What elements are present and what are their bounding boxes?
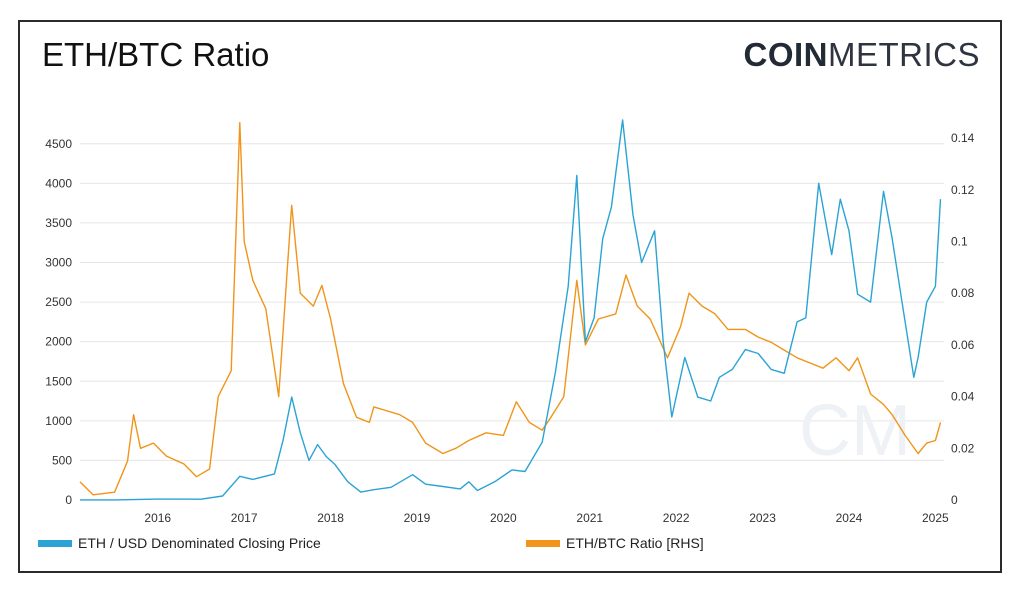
x-tick-label: 2025: [922, 511, 949, 525]
logo-light: METRICS: [828, 36, 980, 73]
x-tick-label: 2021: [576, 511, 603, 525]
legend: ETH / USD Denominated Closing Price ETH/B…: [38, 535, 704, 551]
x-tick-label: 2024: [836, 511, 863, 525]
legend-swatch: [526, 540, 560, 547]
x-tick-label: 2017: [231, 511, 258, 525]
x-tick-label: 2022: [663, 511, 690, 525]
legend-label: ETH/BTC Ratio [RHS]: [566, 535, 704, 551]
y-right-tick-label: 0: [951, 493, 958, 507]
logo-bold: COIN: [743, 36, 828, 73]
x-tick-label: 2020: [490, 511, 517, 525]
x-tick-label: 2016: [144, 511, 171, 525]
y-axis-left: 0 500 1000 1500 2000 2500 3000 3500 4000 4500: [45, 137, 72, 507]
y-left-tick-label: 3500: [45, 216, 72, 230]
y-right-tick-label: 0.04: [951, 390, 975, 404]
y-right-tick-label: 0.12: [951, 183, 975, 197]
watermark-logo: CM: [799, 391, 911, 471]
y-right-tick-label: 0.06: [951, 338, 975, 352]
page-title: ETH/BTC Ratio: [42, 36, 270, 73]
y-right-tick-label: 0.08: [951, 286, 975, 300]
series-line-eth-usd: [80, 119, 942, 501]
x-axis: 2016 2017 2018 2019 2020 2021 2022 2023 2024 2025: [144, 511, 949, 525]
chart-frame: ETH/BTC Ratio COINMETRICS: [18, 20, 1002, 573]
y-left-tick-label: 1500: [45, 374, 72, 388]
series-line-eth-btc: [79, 121, 942, 496]
y-right-tick-label: 0.14: [951, 131, 975, 145]
y-right-tick-label: 0.02: [951, 441, 975, 455]
y-left-tick-label: 4500: [45, 137, 72, 151]
x-tick-label: 2018: [317, 511, 344, 525]
y-left-tick-label: 4000: [45, 176, 72, 190]
coinmetrics-logo: COINMETRICS: [744, 36, 981, 74]
y-left-tick-label: 500: [52, 453, 72, 467]
legend-label: ETH / USD Denominated Closing Price: [78, 535, 321, 551]
y-left-tick-label: 1000: [45, 414, 72, 428]
y-left-tick-label: 2500: [45, 295, 72, 309]
y-left-tick-label: 3000: [45, 256, 72, 270]
y-axis-right: 0 0.02 0.04 0.06 0.08 0.1 0.12 0.14: [951, 131, 975, 507]
y-right-tick-label: 0.1: [951, 234, 968, 248]
grid-lines: [80, 143, 944, 461]
y-left-tick-label: 0: [65, 493, 72, 507]
legend-swatch: [38, 540, 72, 547]
y-left-tick-label: 2000: [45, 335, 72, 349]
x-tick-label: 2023: [749, 511, 776, 525]
x-tick-label: 2019: [404, 511, 431, 525]
series-lines: [79, 119, 942, 501]
